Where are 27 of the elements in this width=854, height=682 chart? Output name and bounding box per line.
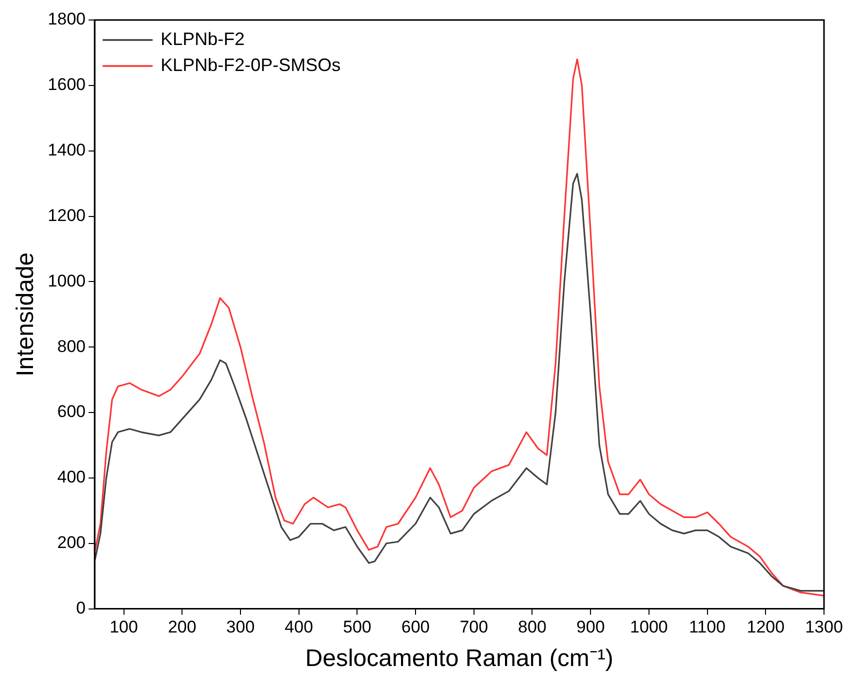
y-axis-title: Intensidade bbox=[12, 252, 40, 376]
x-tick-label: 300 bbox=[226, 618, 255, 637]
x-tick-label: 1100 bbox=[689, 618, 726, 637]
x-tick-label: 1300 bbox=[805, 618, 843, 637]
y-tick-label: 1800 bbox=[48, 10, 86, 29]
legend-label: KLPNb-F2-0P-SMSOs bbox=[160, 54, 341, 75]
x-tick-label: 900 bbox=[576, 618, 605, 637]
x-axis-title: Deslocamento Raman (cm⁻¹) bbox=[305, 645, 614, 672]
y-tick-label: 0 bbox=[76, 598, 86, 618]
x-tick-label: 1000 bbox=[630, 618, 668, 637]
x-tick-label: 200 bbox=[168, 618, 196, 637]
y-tick-label: 1200 bbox=[48, 206, 86, 225]
x-tick-label: 1200 bbox=[746, 618, 785, 637]
y-tick-label: 400 bbox=[57, 468, 86, 487]
legend-label: KLPNb-F2 bbox=[160, 28, 245, 49]
y-tick-label: 1400 bbox=[48, 140, 86, 160]
x-tick-label: 500 bbox=[343, 618, 372, 637]
y-tick-label: 600 bbox=[57, 402, 86, 422]
y-tick-label: 1000 bbox=[48, 271, 86, 290]
y-tick-label: 1600 bbox=[48, 75, 86, 94]
x-tick-label: 100 bbox=[110, 618, 138, 637]
x-tick-label: 800 bbox=[518, 618, 546, 637]
x-tick-label: 400 bbox=[284, 618, 314, 637]
x-tick-label: 600 bbox=[401, 618, 430, 637]
y-tick-label: 800 bbox=[57, 336, 86, 356]
y-tick-label: 200 bbox=[57, 533, 86, 552]
x-tick-label: 700 bbox=[460, 618, 488, 637]
